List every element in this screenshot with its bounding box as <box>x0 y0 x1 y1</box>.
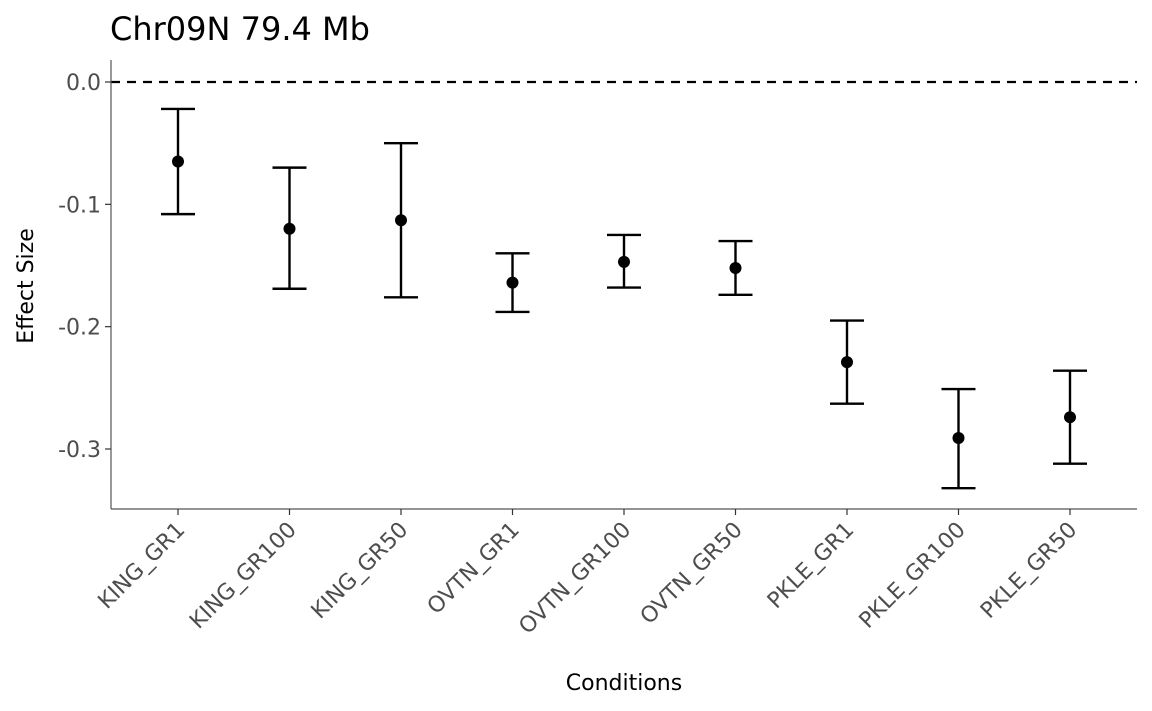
data-point <box>841 356 853 369</box>
data-point <box>283 222 296 235</box>
data-point <box>395 214 407 227</box>
x-tick-label: PKLE_GR100 <box>855 518 971 634</box>
y-tick-label: 0.0 <box>66 71 101 96</box>
x-tick-label: OVTN_GR100 <box>514 518 636 640</box>
x-tick-label: KING_GR50 <box>307 518 414 625</box>
y-tick-label: -0.2 <box>58 316 101 341</box>
data-point <box>506 276 519 289</box>
x-tick-label: PKLE_GR50 <box>976 518 1082 624</box>
x-tick-label: KING_GR100 <box>185 518 301 634</box>
y-tick-label: -0.3 <box>58 438 101 463</box>
x-tick-label: KING_GR1 <box>94 518 191 615</box>
x-tick-label: PKLE_GR1 <box>763 518 859 614</box>
y-tick-label: -0.1 <box>58 193 101 218</box>
x-tick-label: OVTN_GR50 <box>636 518 748 630</box>
x-axis-title: Conditions <box>566 671 682 696</box>
chart-title: Chr09N 79.4 Mb <box>110 10 370 48</box>
data-point <box>172 155 184 168</box>
data-point <box>952 431 965 444</box>
data-point <box>618 255 630 268</box>
x-tick-label: OVTN_GR1 <box>423 518 525 620</box>
data-point <box>1064 411 1076 424</box>
y-axis-title: Effect Size <box>14 228 39 343</box>
data-point <box>729 261 742 274</box>
